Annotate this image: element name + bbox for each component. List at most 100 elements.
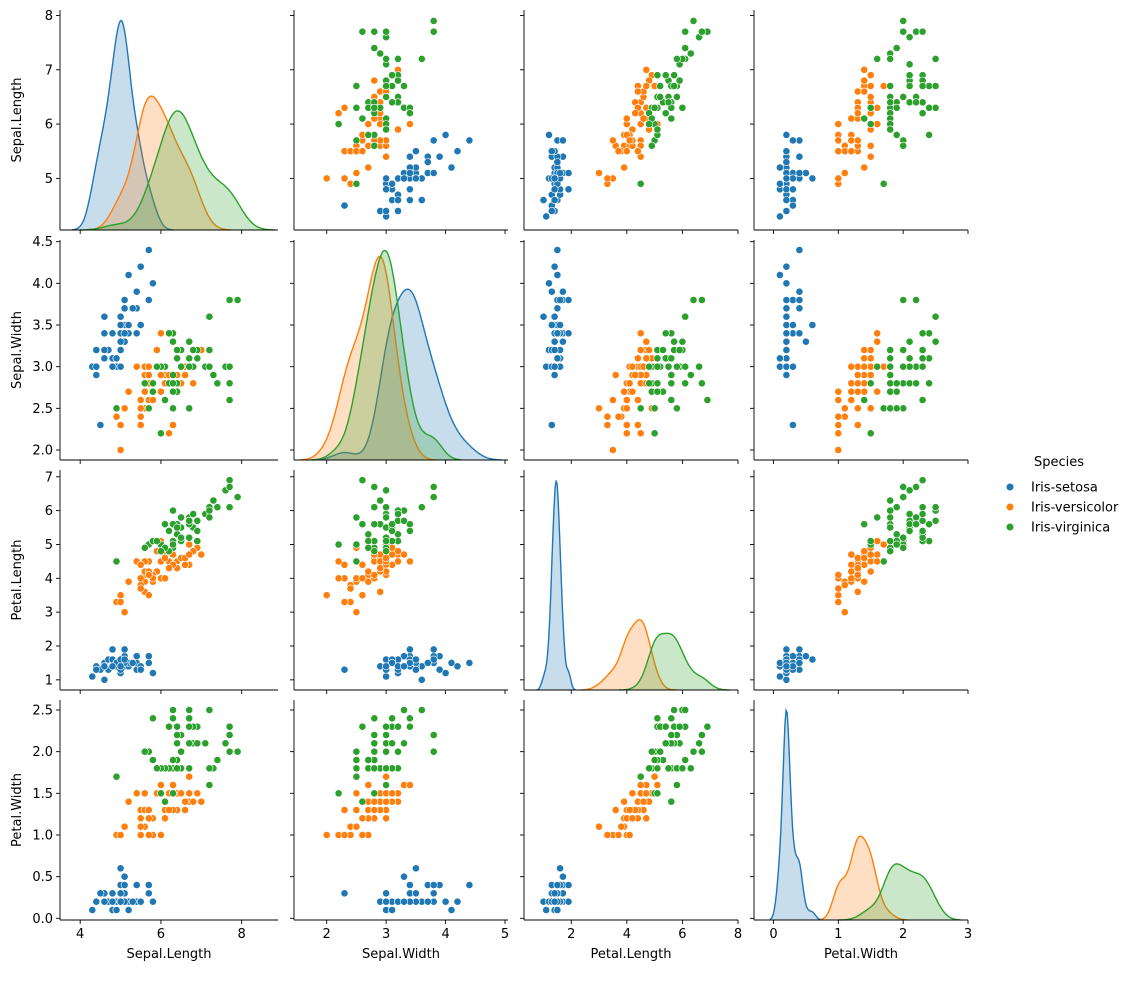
point-iris-setosa xyxy=(120,296,129,304)
point-iris-virginica xyxy=(382,503,390,512)
point-iris-versicolor xyxy=(860,87,869,96)
point-iris-versicolor xyxy=(346,584,355,593)
point-iris-virginica xyxy=(352,513,361,522)
kde-fill-iris-versicolor-sepal-length xyxy=(87,96,232,230)
point-iris-versicolor xyxy=(334,109,343,118)
panel-petal-width-vs-petal-length: 2 4 6 8 Petal.Length xyxy=(520,700,742,962)
point-iris-virginica xyxy=(899,482,908,491)
point-iris-versicolor xyxy=(860,76,869,85)
point-iris-virginica xyxy=(165,722,173,731)
point-iris-versicolor xyxy=(847,574,856,583)
point-iris-versicolor xyxy=(847,396,856,404)
point-iris-versicolor xyxy=(853,404,862,413)
point-iris-virginica xyxy=(673,781,681,789)
point-iris-setosa xyxy=(100,312,109,321)
point-iris-virginica xyxy=(382,537,390,545)
point-iris-versicolor xyxy=(189,379,198,388)
point-iris-versicolor xyxy=(847,362,856,371)
point-iris-setosa xyxy=(795,169,804,177)
point-iris-virginica xyxy=(886,82,895,90)
point-iris-virginica xyxy=(925,379,933,388)
point-iris-setosa xyxy=(411,655,420,664)
point-iris-virginica xyxy=(675,722,684,731)
kde-line-iris-virginica-sepal-width xyxy=(311,249,461,461)
point-iris-versicolor xyxy=(140,387,149,396)
kde-line-iris-virginica-petal-width xyxy=(838,863,961,921)
kde-fill-iris-virginica-sepal-length xyxy=(79,110,275,230)
point-iris-setosa xyxy=(388,659,396,667)
panel-sepal-width-vs-petal-length xyxy=(520,240,739,464)
point-iris-setosa xyxy=(96,421,105,429)
point-iris-setosa xyxy=(550,889,559,898)
point-iris-setosa xyxy=(795,329,804,338)
point-iris-setosa xyxy=(340,201,349,210)
point-iris-versicolor xyxy=(144,814,153,823)
point-iris-virginica xyxy=(873,362,882,371)
point-iris-versicolor xyxy=(873,337,882,346)
y-tick-label: 4 xyxy=(45,572,53,587)
point-iris-virginica xyxy=(689,296,698,304)
point-iris-virginica xyxy=(673,362,681,371)
point-iris-virginica xyxy=(892,540,901,549)
point-iris-versicolor xyxy=(642,337,651,346)
point-iris-virginica xyxy=(233,296,242,304)
point-iris-virginica xyxy=(866,103,875,112)
point-iris-virginica xyxy=(429,482,438,491)
point-iris-setosa xyxy=(144,652,153,661)
point-iris-virginica xyxy=(698,747,706,756)
point-iris-virginica xyxy=(647,747,656,756)
point-iris-versicolor xyxy=(340,831,349,839)
panel-petal-length-vs-petal-width xyxy=(750,470,969,694)
x-tick-label: 5 xyxy=(501,927,509,942)
point-iris-virginica xyxy=(931,516,940,525)
point-iris-virginica xyxy=(173,764,181,773)
point-iris-virginica xyxy=(886,125,895,134)
point-iris-versicolor xyxy=(614,147,623,156)
point-iris-versicolor xyxy=(622,429,631,438)
point-iris-setosa xyxy=(100,897,109,906)
point-iris-versicolor xyxy=(161,574,169,583)
point-iris-versicolor xyxy=(370,76,379,85)
point-iris-versicolor xyxy=(322,591,331,600)
panel-sepal-length-vs-petal-width xyxy=(750,10,969,234)
y-tick-label: 0.5 xyxy=(32,870,53,885)
point-iris-virginica xyxy=(173,731,181,739)
point-iris-virginica xyxy=(148,379,157,388)
point-iris-versicolor xyxy=(364,577,373,586)
point-iris-virginica xyxy=(860,114,869,123)
point-iris-versicolor xyxy=(834,598,843,606)
point-iris-versicolor xyxy=(853,379,862,388)
point-iris-versicolor xyxy=(873,557,882,566)
point-iris-virginica xyxy=(382,125,390,134)
point-iris-setosa xyxy=(556,169,564,177)
point-iris-setosa xyxy=(782,371,791,379)
point-iris-setosa xyxy=(556,864,564,873)
point-iris-versicolor xyxy=(642,82,651,90)
point-iris-setosa xyxy=(423,897,432,906)
point-iris-versicolor xyxy=(156,371,165,379)
point-iris-virginica xyxy=(370,482,379,491)
point-iris-setosa xyxy=(429,889,438,898)
point-iris-virginica xyxy=(918,396,927,404)
point-iris-versicolor xyxy=(866,152,875,161)
point-iris-setosa xyxy=(542,212,551,221)
point-iris-virginica xyxy=(918,533,927,542)
point-iris-virginica xyxy=(686,49,695,58)
point-iris-versicolor xyxy=(853,587,862,596)
point-iris-setosa xyxy=(782,675,791,684)
point-iris-virginica xyxy=(173,346,181,354)
point-iris-setosa xyxy=(96,889,105,898)
point-iris-versicolor xyxy=(352,169,361,177)
point-iris-setosa xyxy=(405,196,414,204)
point-iris-virginica xyxy=(205,764,214,773)
point-iris-versicolor xyxy=(189,797,198,806)
kde-line-iris-versicolor-petal-width xyxy=(820,835,909,921)
point-iris-versicolor xyxy=(394,547,402,556)
point-iris-virginica xyxy=(905,60,914,69)
point-iris-virginica xyxy=(205,781,214,789)
point-iris-setosa xyxy=(776,271,784,279)
point-iris-virginica xyxy=(650,756,659,764)
point-iris-setosa xyxy=(411,864,420,873)
point-iris-virginica xyxy=(382,27,390,36)
point-iris-virginica xyxy=(886,547,895,556)
